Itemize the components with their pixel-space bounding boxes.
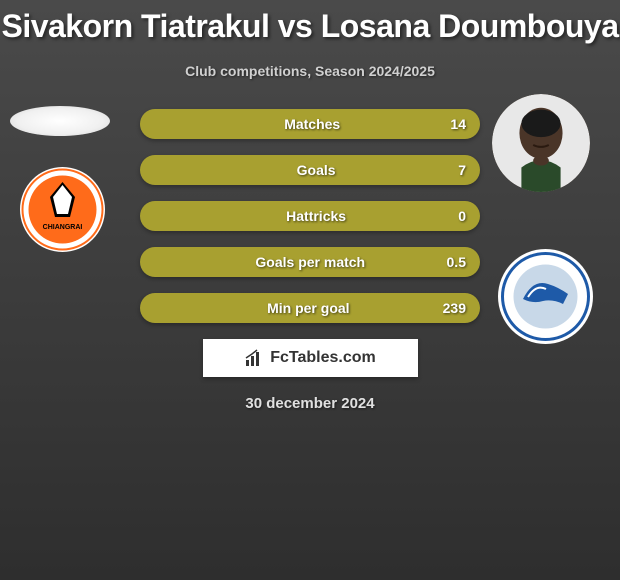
stat-label: Min per goal (267, 300, 349, 316)
stat-value: 0 (458, 208, 466, 224)
stat-bar-hattricks: Hattricks 0 (140, 201, 480, 231)
stat-value: 239 (443, 300, 466, 316)
stat-bar-goals-per-match: Goals per match 0.5 (140, 247, 480, 277)
badge-text: FcTables.com (270, 349, 376, 367)
stat-value: 14 (450, 116, 466, 132)
chart-icon (244, 348, 264, 368)
stat-label: Goals per match (255, 254, 365, 270)
stat-value: 0.5 (447, 254, 466, 270)
date: 30 december 2024 (0, 395, 620, 412)
page-title: Sivakorn Tiatrakul vs Losana Doumbouya (0, 0, 620, 45)
club-left-logo: CHIANGRAI (20, 167, 105, 252)
stat-label: Hattricks (286, 208, 346, 224)
stat-bar-min-per-goal: Min per goal 239 (140, 293, 480, 323)
fctables-badge: FcTables.com (203, 339, 418, 377)
svg-text:CHIANGRAI: CHIANGRAI (43, 224, 83, 231)
player-right-photo (492, 94, 590, 192)
player-left-photo (10, 106, 110, 136)
subtitle: Club competitions, Season 2024/2025 (0, 63, 620, 79)
comparison-content: CHIANGRAI Matches 14 Goals 7 Hattricks 0… (0, 109, 620, 412)
club-right-logo (498, 249, 593, 344)
stat-bar-matches: Matches 14 (140, 109, 480, 139)
stat-value: 7 (458, 162, 466, 178)
stat-label: Matches (284, 116, 340, 132)
stats-bars: Matches 14 Goals 7 Hattricks 0 Goals per… (140, 109, 480, 323)
stat-label: Goals (297, 162, 336, 178)
stat-bar-goals: Goals 7 (140, 155, 480, 185)
